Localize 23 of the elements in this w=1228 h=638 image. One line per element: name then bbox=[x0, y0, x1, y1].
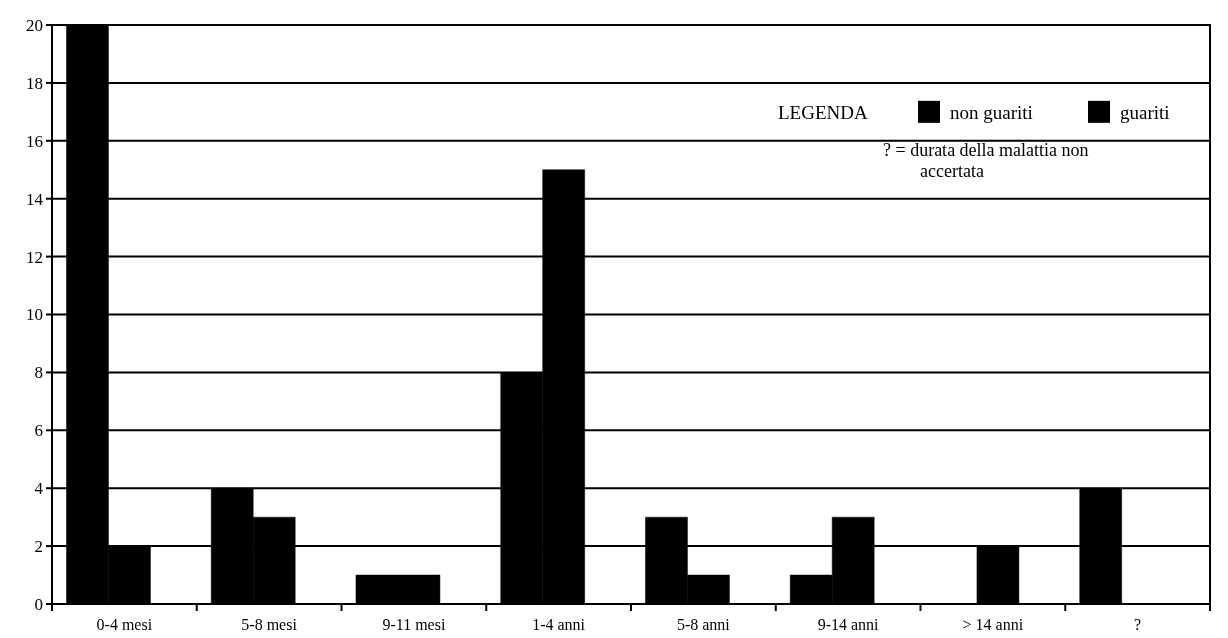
legend-label: guariti bbox=[1120, 101, 1170, 123]
y-tick-label: 6 bbox=[34, 421, 43, 441]
y-tick-label: 18 bbox=[26, 73, 43, 93]
y-tick-label: 12 bbox=[26, 247, 43, 267]
y-tick-label: 10 bbox=[26, 305, 43, 325]
y-tick-label: 14 bbox=[26, 189, 44, 209]
y-tick-label: 20 bbox=[26, 15, 43, 35]
y-tick-label: 16 bbox=[26, 131, 43, 151]
x-tick-label: 1-4 anni bbox=[532, 616, 586, 633]
x-tick-label: 5-8 anni bbox=[676, 616, 731, 633]
x-tick-label: 5-8 mesi bbox=[241, 616, 298, 633]
y-tick-label: 4 bbox=[34, 479, 44, 499]
x-tick-label: 9-11 mesi bbox=[382, 616, 446, 633]
legend-label: non guariti bbox=[950, 101, 1033, 123]
x-tick-label: > 14 anni bbox=[962, 616, 1024, 633]
y-tick-label: 2 bbox=[34, 537, 43, 557]
y-tick-label: 8 bbox=[34, 363, 43, 383]
x-tick-label: 9-14 anni bbox=[817, 616, 880, 633]
y-tick-label: 0 bbox=[34, 594, 43, 614]
x-tick-label: 0-4 mesi bbox=[96, 616, 153, 633]
annotation: ? = durata della malattia non accertata bbox=[883, 139, 1089, 181]
x-tick-label: ? bbox=[1134, 616, 1142, 633]
legend-title: LEGENDA bbox=[778, 101, 868, 123]
